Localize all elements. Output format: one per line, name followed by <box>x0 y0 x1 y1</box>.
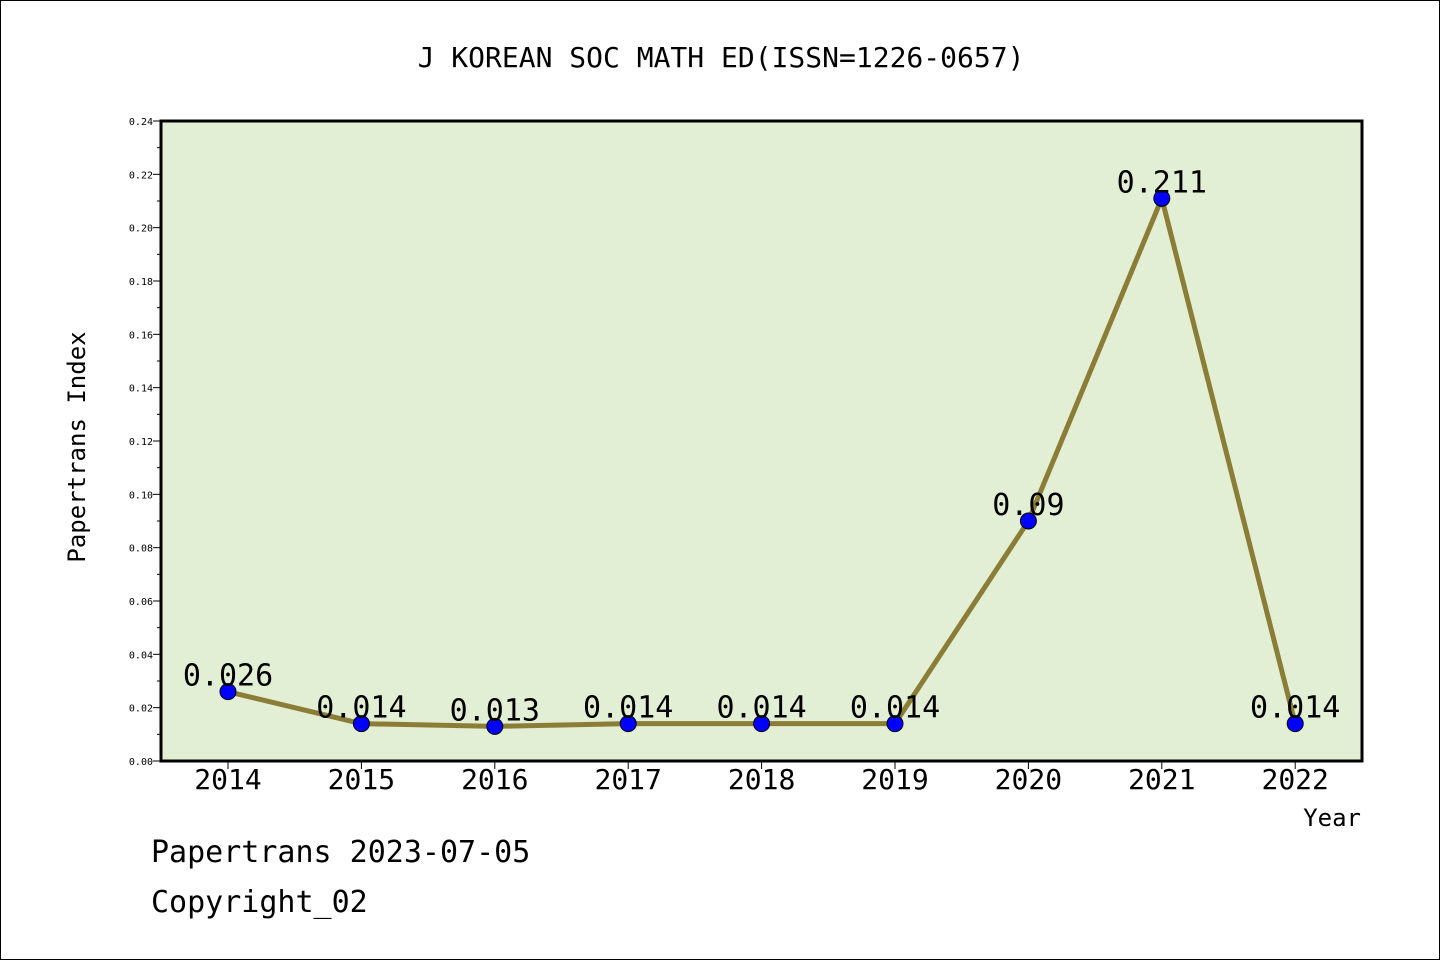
data-label: 0.014 <box>850 691 940 726</box>
y-axis: 0.00 0.02 0.04 0.06 0.08 0.10 0.12 0.14 0.16 0.18… <box>129 117 161 768</box>
x-tick-label: 2016 <box>461 763 528 796</box>
data-point <box>753 715 771 733</box>
y-tick-label: 0.12 <box>129 437 153 448</box>
y-tick-label: 0.10 <box>129 490 153 501</box>
x-tick-label: 2015 <box>328 763 395 796</box>
y-tick-label: 0.18 <box>129 277 153 288</box>
x-tick-label: 2021 <box>1128 763 1195 796</box>
chart-title: J KOREAN SOC MATH ED(ISSN=1226-0657) <box>418 41 1025 74</box>
x-axis: 2014 2015 2016 2017 2018 2019 2020 2021 2022 <box>194 761 1329 796</box>
y-tick-label: 0.00 <box>129 757 153 768</box>
plot-area <box>159 119 1364 763</box>
x-tick-label: 2022 <box>1261 763 1328 796</box>
data-point <box>1286 715 1304 733</box>
x-tick-label: 2017 <box>594 763 661 796</box>
data-label: 0.014 <box>583 691 673 726</box>
series-layer: 0.026 0.014 0.013 0.014 0.014 0.014 0.09 0.211 0… <box>183 165 1340 735</box>
data-point <box>1153 189 1171 207</box>
x-tick-label: 2018 <box>728 763 795 796</box>
data-label: 0.09 <box>992 488 1064 523</box>
y-tick-label: 0.22 <box>129 170 153 181</box>
y-tick-label: 0.14 <box>129 384 153 395</box>
data-label: 0.014 <box>1250 691 1340 726</box>
footer-copyright: Copyright_02 <box>151 885 368 920</box>
data-point <box>1019 512 1037 530</box>
x-tick-label: 2014 <box>194 763 261 796</box>
x-tick-label: 2019 <box>861 763 928 796</box>
data-point <box>352 715 370 733</box>
y-tick-label: 0.16 <box>129 330 153 341</box>
y-tick-label: 0.08 <box>129 544 153 555</box>
data-label: 0.026 <box>183 659 273 694</box>
data-label: 0.211 <box>1117 165 1207 200</box>
data-point <box>886 715 904 733</box>
y-axis-label: Papertrans Index <box>63 331 91 562</box>
y-tick-label: 0.24 <box>129 117 153 128</box>
y-tick-label: 0.20 <box>129 224 153 235</box>
data-point <box>619 715 637 733</box>
y-tick-label: 0.02 <box>129 704 153 715</box>
footer-date-line: Papertrans 2023-07-05 <box>151 835 531 870</box>
data-label: 0.014 <box>716 691 806 726</box>
data-label: 0.013 <box>450 693 540 728</box>
x-axis-label: Year <box>1303 804 1361 832</box>
x-tick-label: 2020 <box>995 763 1062 796</box>
data-point <box>486 717 504 735</box>
y-tick-label: 0.04 <box>129 650 153 661</box>
y-tick-label: 0.06 <box>129 597 153 608</box>
data-label: 0.014 <box>316 691 406 726</box>
data-point <box>219 683 237 701</box>
